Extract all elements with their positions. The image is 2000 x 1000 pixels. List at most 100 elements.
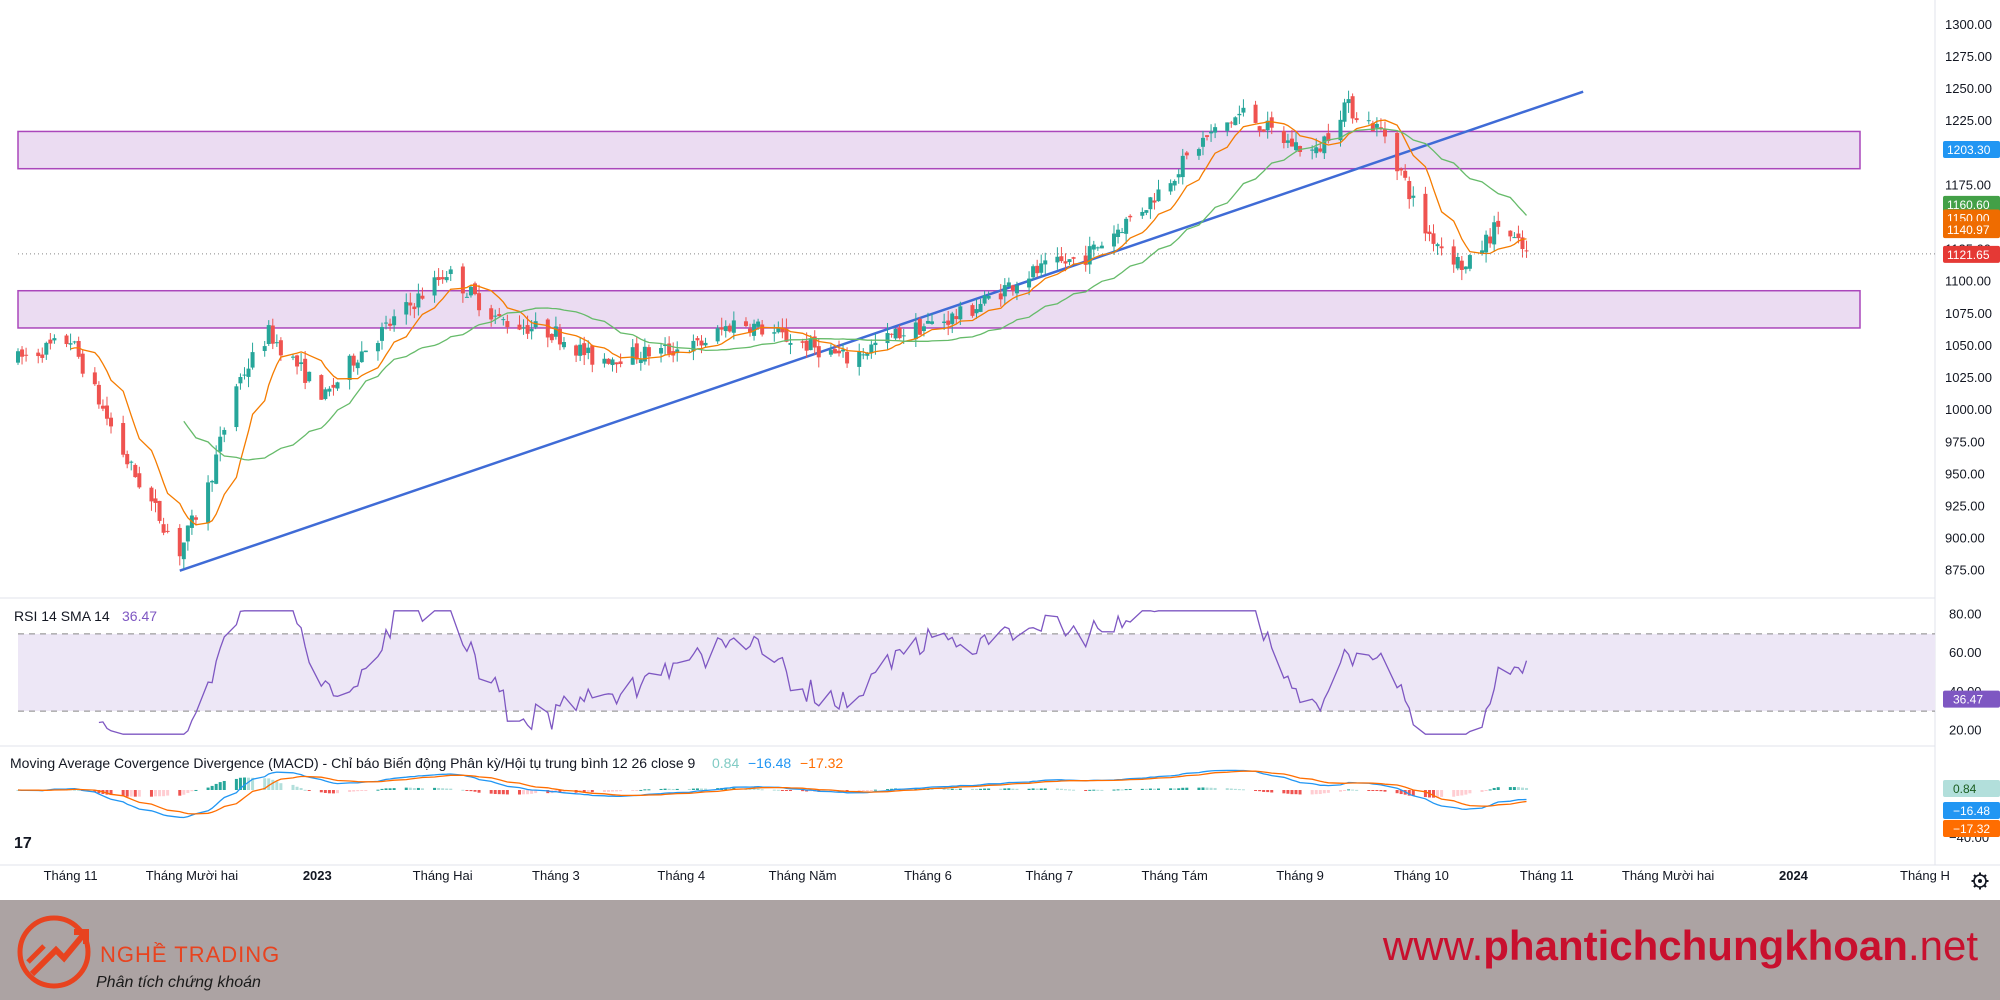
macd-bar: [1100, 789, 1104, 791]
candle-body: [780, 327, 785, 333]
macd-bar: [222, 780, 226, 790]
macd-bar: [1270, 790, 1274, 793]
macd-bar: [1395, 790, 1399, 794]
macd-bar: [805, 790, 809, 792]
macd-bar: [1169, 788, 1173, 790]
candle-body: [177, 527, 182, 557]
macd-bar: [263, 778, 267, 790]
time-tick-label: Tháng 3: [532, 868, 580, 883]
macd-bar: [776, 789, 780, 791]
macd-bar: [360, 790, 364, 791]
price-tick-label: 900.00: [1945, 531, 1985, 546]
candle-body: [1294, 142, 1298, 151]
macd-bar: [724, 787, 728, 790]
candle-body: [1128, 215, 1133, 218]
candle-body: [1014, 285, 1019, 294]
macd-bar: [388, 788, 392, 790]
macd-bar: [1092, 789, 1096, 791]
macd-bar: [1055, 788, 1059, 790]
candle-body: [1140, 211, 1145, 216]
macd-bar: [1411, 790, 1415, 796]
candle-body: [646, 347, 651, 357]
macd-bar: [501, 790, 505, 795]
candle-body: [335, 382, 340, 389]
macd-bar: [1379, 790, 1383, 792]
candle-body: [1213, 127, 1218, 133]
price-tick-label: 1000.00: [1945, 402, 1992, 417]
macd-bar: [1258, 790, 1262, 792]
macd-bar: [999, 788, 1003, 790]
time-tick-label: Tháng 6: [904, 868, 952, 883]
price-zone: [17, 289, 1861, 329]
candle-body: [1116, 229, 1121, 238]
macd-bar: [1512, 787, 1516, 790]
macd-bar: [619, 790, 623, 792]
macd-bar: [1128, 788, 1132, 790]
rsi-band: [18, 633, 1935, 712]
candle-body: [925, 320, 930, 324]
candle-body: [1423, 193, 1428, 234]
candle-body: [634, 343, 639, 360]
candle-body: [24, 354, 29, 356]
candle-body: [921, 326, 926, 332]
candle-body: [1366, 120, 1371, 122]
candle-body: [206, 482, 211, 524]
candle-body: [129, 461, 134, 463]
candle-body: [266, 325, 271, 344]
candle-body: [695, 338, 700, 341]
macd-bar: [606, 790, 610, 792]
macd-bar: [1068, 789, 1072, 791]
macd-bar: [869, 790, 873, 791]
candle-body: [659, 348, 664, 354]
gear-icon[interactable]: [1971, 872, 1989, 890]
macd-bar: [1197, 787, 1201, 790]
macd-label-box: [1943, 780, 2000, 797]
trading-chart[interactable]: 1300.001275.001250.001225.001175.001150.…: [0, 0, 2000, 900]
candle-body: [1496, 220, 1501, 227]
macd-bar: [441, 788, 445, 790]
macd-bar: [1116, 789, 1120, 791]
macd-bar: [1423, 790, 1427, 798]
macd-bar: [497, 790, 501, 795]
macd-bar: [121, 790, 125, 797]
candle-body: [1435, 244, 1440, 247]
macd-bar: [590, 790, 594, 793]
candle-body: [420, 295, 425, 299]
site-url[interactable]: www.phantichchungkhoan.net: [1383, 922, 1978, 970]
macd-bar: [861, 790, 865, 791]
url-suffix: .net: [1907, 922, 1978, 969]
candle-body: [1205, 135, 1210, 137]
candle-body: [845, 351, 850, 364]
rsi-tick-label: 60.00: [1949, 645, 1982, 660]
candle-body: [1285, 140, 1290, 143]
candle-body: [355, 362, 360, 369]
candle-body: [602, 358, 607, 364]
candle-body: [218, 436, 223, 452]
macd-bar: [1173, 788, 1177, 790]
macd-bar: [1120, 789, 1124, 791]
macd-bar: [983, 788, 987, 790]
macd-bar: [1233, 788, 1237, 790]
candle-body: [582, 343, 587, 356]
candle-body: [1180, 155, 1185, 178]
candle-body: [1006, 282, 1011, 287]
candle-body: [1310, 149, 1315, 151]
candle-body: [477, 293, 482, 311]
macd-bar: [109, 790, 113, 796]
candle-body: [1095, 247, 1100, 249]
candle-body: [917, 318, 922, 335]
candle-body: [816, 346, 821, 358]
macd-bar: [1460, 790, 1464, 796]
candle-body: [719, 327, 724, 330]
candle-body: [1083, 255, 1088, 265]
macd-bar: [530, 790, 534, 794]
candle-body: [408, 302, 413, 306]
candle-body: [517, 324, 522, 330]
candle-body: [1233, 117, 1238, 126]
candle-body: [675, 349, 680, 354]
candle-body: [489, 308, 494, 320]
candle-body: [104, 405, 109, 419]
candle-body: [760, 324, 765, 335]
price-tick-label: 1175.00: [1945, 177, 1991, 192]
price-tick-label: 1250.00: [1945, 81, 1992, 96]
